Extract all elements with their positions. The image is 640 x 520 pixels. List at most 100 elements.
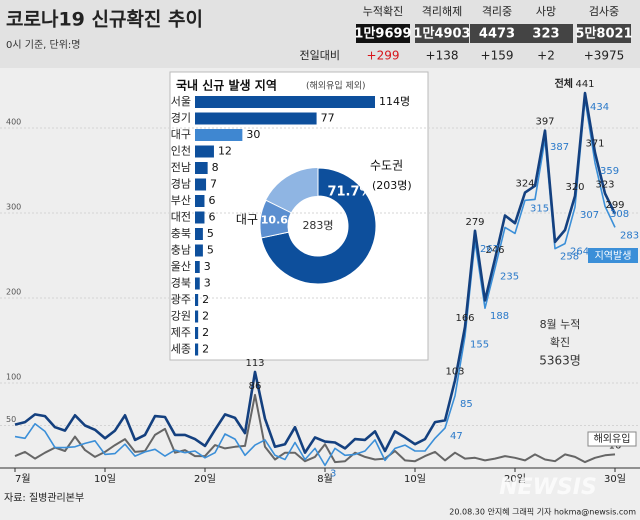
bar-value-label: 2 [202,326,209,339]
bar [195,277,200,290]
bar [195,211,205,224]
bar-category: 제주 [171,326,191,339]
bar-value-label: 5 [207,244,214,257]
bar-value-label: 6 [208,211,215,224]
data-label: 308 [610,209,629,220]
series-line [14,393,616,464]
data-label: 434 [590,102,609,113]
bar-category: 인천 [171,144,191,158]
bar [195,96,375,108]
bar [195,145,214,158]
inset-title: 국내 신규 발생 지역 [176,78,277,93]
stat-total: 1만9699 [354,26,411,42]
data-label: 264 [570,247,589,258]
stat-box [415,24,469,43]
bar [195,228,203,240]
data-label: 324 [515,179,534,190]
y-tick-label: 50 [6,415,16,424]
source: 자료: 질병관리본부 [4,492,84,504]
stat-total: 323 [532,27,559,42]
inset-subtitle: (해외유입 제외) [306,80,366,92]
bar [195,343,199,356]
x-tick-label: 20일 [194,473,216,485]
data-label: 279 [465,217,484,228]
data-label: 85 [460,399,473,410]
stat-label: 누적확진 [363,5,403,18]
data-label: 323 [595,179,614,190]
bar-value-label: 7 [210,178,217,191]
bar-value-label: 77 [321,112,335,125]
credit: 20.08.30 안지혜 그래픽 기자 hokma@newsis.com [449,507,636,517]
layer: 누적확진 1만9699 +299 격리해제 1만4903 +138 격리중 4473 +159 사… [0,4,640,485]
y-tick-label: 200 [6,288,21,297]
stat-total: 4473 [479,27,515,42]
bar-category: 경기 [171,112,191,125]
legend-label: 지역발생 [595,250,632,262]
data-label: 320 [565,182,584,193]
bar-category: 광주 [171,293,191,306]
stat-label: 격리해제 [422,4,462,18]
bar-category: 서울 [171,95,191,108]
x-tick-label: 7월 [15,473,31,485]
data-label: 47 [450,431,463,442]
data-label: 267 [480,244,499,255]
stat-label: 사망 [536,5,556,18]
data-label: 359 [600,166,619,177]
data-label: 307 [580,210,599,221]
data-label: 387 [550,142,569,153]
data-label: 246 [485,245,504,256]
data-label: 166 [455,313,474,324]
bar [195,129,243,141]
bar-value-label: 8 [212,161,219,174]
bar-value-label: 2 [202,293,209,306]
y-tick-label: 100 [6,373,21,382]
bar [195,112,317,125]
bar [195,294,199,306]
x-tick-label: 10일 [404,473,426,485]
data-label: 397 [535,117,554,128]
donut-value-label: 10.6 [261,213,288,226]
data-label: 235 [500,271,519,282]
bar-category: 경북 [171,277,191,290]
stat-label: 검사중 [589,5,619,18]
data-label: 283 [620,230,639,241]
subtitle: 0시 기준, 단위:명 [6,38,80,51]
data-label: 103 [445,366,464,377]
bar-value-label: 6 [208,194,215,207]
bar-value-label: 3 [204,277,211,290]
stat-box [470,24,524,43]
bar-category: 울산 [171,260,191,273]
bar-value-label: 12 [218,145,232,158]
bar [195,327,199,339]
bar [195,162,208,174]
data-label: 315 [530,203,549,214]
bar-value-label: 2 [202,310,209,323]
data-label: 86 [249,381,262,392]
legend-box [588,248,638,263]
y-tick-label: 300 [6,203,21,212]
data-label: 299 [605,200,624,211]
data-label: 258 [560,252,579,263]
bar-category: 대구 [171,128,191,141]
bar [195,261,200,273]
legend-label: 전체 [555,77,573,90]
annotation: 확진 [550,336,570,349]
x-tick-label: 10일 [94,473,116,485]
x-tick-label: 20일 [504,473,526,485]
stat-total: 1만4903 [413,26,470,42]
bar [195,244,203,257]
stat-change: +138 [426,49,459,63]
stat-change: +3975 [584,49,625,63]
donut-value-label: 71.7% [327,185,372,200]
stat-box [577,24,631,43]
stat-box [356,24,410,43]
donut-note: (203명) [372,179,412,192]
stat-change: +299 [367,49,400,63]
bar-category: 충남 [171,244,191,257]
bar-category: 대전 [171,211,191,224]
data-label: 371 [585,139,604,150]
legend-label: 해외유입 [594,432,631,445]
donut-segment [260,167,377,285]
donut-segment [259,199,292,239]
bar-category: 경남 [171,178,191,191]
